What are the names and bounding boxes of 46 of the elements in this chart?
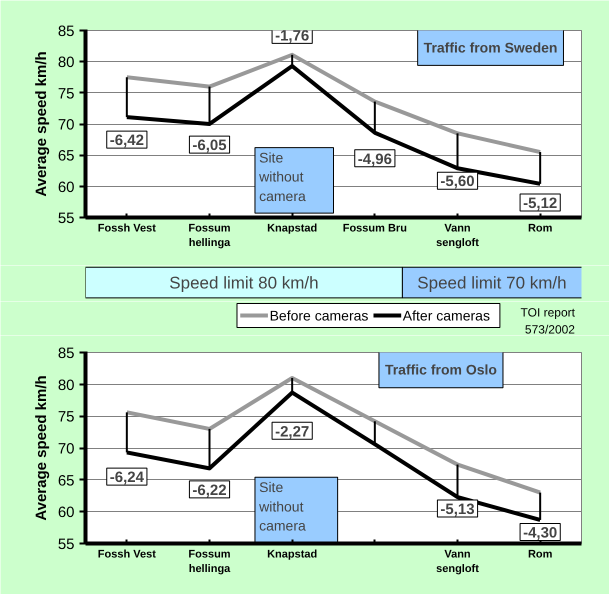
annotation: -4,30: [523, 524, 558, 542]
annotation: Traffic from Sweden: [424, 39, 558, 56]
y-tick-label: 65: [58, 148, 75, 165]
y-tick-label: 85: [58, 345, 75, 362]
x-tick-label: Rom: [528, 222, 553, 234]
x-tick-label: Rom: [528, 548, 553, 560]
y-tick-label: 75: [58, 85, 75, 102]
x-tick-label: Knapstad: [267, 222, 318, 234]
y-tick-label: 55: [58, 536, 75, 553]
y-tick-label: 55: [58, 210, 75, 227]
x-tick-label: Knapstad: [267, 548, 318, 560]
x-tick-label: Fossum Bru: [342, 222, 407, 234]
text: TOI report 573/2002: [520, 306, 576, 336]
y-tick-label: 70: [58, 116, 75, 134]
text: Speed limit 80 km/h: [169, 273, 319, 292]
x-tick-label: Vann sengloft: [436, 548, 480, 575]
y-tick-label: 60: [58, 178, 75, 196]
legend-label: Before cameras: [270, 308, 368, 324]
annotation: -5,60: [440, 173, 475, 190]
annotation: -5,12: [523, 195, 558, 212]
annotation: -5,13: [440, 500, 475, 518]
y-tick-label: 75: [58, 408, 75, 426]
y-tick-label: 85: [58, 23, 75, 40]
annotation: -4,96: [358, 150, 392, 168]
annotation: -6,24: [110, 469, 145, 486]
y-tick-label: 60: [58, 504, 75, 522]
annotation: Site without camera: [258, 479, 306, 534]
y-tick-label: 80: [58, 54, 75, 72]
x-tick-label: Fossh Vest: [98, 222, 156, 234]
annotation: Site without camera: [258, 150, 306, 204]
x-tick-label: Fossh Vest: [98, 548, 156, 560]
y-tick-label: 65: [58, 472, 75, 490]
x-tick-label: Fossum hellinga: [188, 222, 232, 249]
annotation: -6,42: [110, 132, 144, 150]
annotation: Traffic from Oslo: [384, 362, 497, 378]
x-tick-label: Fossum hellinga: [188, 548, 232, 575]
y-axis-title: Average speed km/h: [32, 51, 50, 197]
x-tick-label: Vann sengloft: [436, 222, 480, 249]
legend-label: After cameras: [402, 308, 490, 324]
annotation: -2,27: [275, 423, 310, 440]
text: Speed limit 70 km/h: [417, 273, 567, 292]
annotation: -6,05: [192, 137, 227, 154]
annotation: -6,22: [192, 482, 227, 499]
y-tick-label: 80: [58, 376, 75, 394]
y-tick-label: 70: [58, 440, 75, 458]
y-axis-title: Average speed km/h: [32, 375, 50, 521]
